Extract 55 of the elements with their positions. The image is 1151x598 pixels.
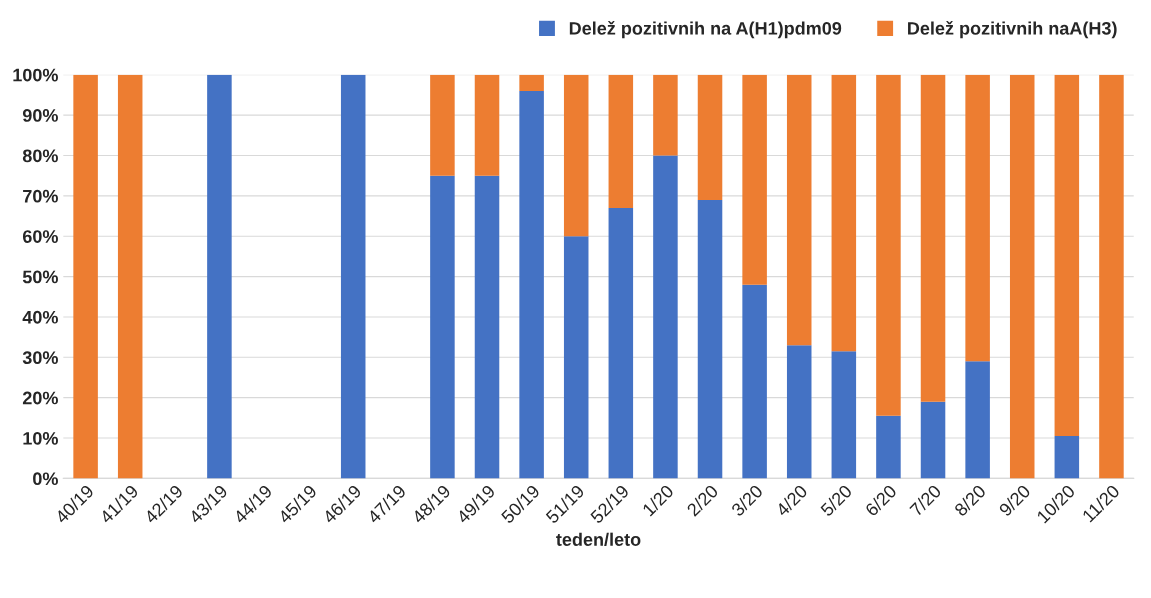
bar xyxy=(608,74,634,208)
bar xyxy=(831,351,857,479)
bar xyxy=(519,74,544,91)
y-tick-label: 80% xyxy=(22,149,58,163)
bar xyxy=(876,74,901,416)
bar xyxy=(519,90,544,479)
x-tick-label: 3/20 xyxy=(730,483,764,517)
x-tick-label: 4/20 xyxy=(774,483,809,518)
bar xyxy=(831,74,857,352)
bar xyxy=(742,284,767,479)
bar xyxy=(786,74,812,346)
bar xyxy=(1099,74,1124,479)
y-tick-label: 70% xyxy=(23,189,58,203)
y-tick-label: 50% xyxy=(22,270,58,284)
bar xyxy=(965,361,990,479)
y-tick-label: 20% xyxy=(22,391,58,405)
x-tick-label: 6/20 xyxy=(864,483,898,517)
y-tick-label: 40% xyxy=(22,310,58,324)
y-tick-label: 10% xyxy=(23,431,58,445)
bar xyxy=(697,74,723,200)
bar xyxy=(965,74,990,362)
legend-label: Delež pozitivnih naA(H3) xyxy=(908,21,1117,39)
bar xyxy=(430,74,455,176)
bar xyxy=(563,236,589,479)
bar xyxy=(876,415,901,479)
bar xyxy=(1054,74,1080,437)
bar xyxy=(430,175,455,479)
bar xyxy=(1054,436,1080,479)
bar xyxy=(608,207,634,479)
y-tick-label: 0% xyxy=(33,472,58,486)
y-tick-label: 90% xyxy=(22,109,58,122)
bar xyxy=(653,155,678,479)
x-tick-label: 8/20 xyxy=(953,483,987,517)
bar xyxy=(117,74,143,479)
legend-label: Delež pozitivnih na A(H1)pdm09 xyxy=(569,21,842,39)
bar xyxy=(920,401,946,479)
bar xyxy=(697,199,723,479)
bar xyxy=(73,74,98,479)
x-tick-label: 5/20 xyxy=(819,483,853,517)
bar xyxy=(1009,74,1035,479)
bar xyxy=(653,74,678,156)
y-tick-label: 60% xyxy=(22,230,58,243)
bar xyxy=(563,74,589,237)
bar xyxy=(786,345,812,479)
y-tick-label: 30% xyxy=(22,351,58,365)
bar xyxy=(340,74,366,479)
bar xyxy=(920,74,946,402)
bar xyxy=(207,74,232,479)
bar xyxy=(474,74,500,176)
bar xyxy=(742,74,767,285)
x-axis-title: teden/leto xyxy=(556,532,641,547)
y-tick-label: 100% xyxy=(13,68,58,82)
x-tick-label: 7/20 xyxy=(908,483,942,517)
x-tick-label: 9/20 xyxy=(997,483,1032,517)
bar xyxy=(474,175,500,479)
